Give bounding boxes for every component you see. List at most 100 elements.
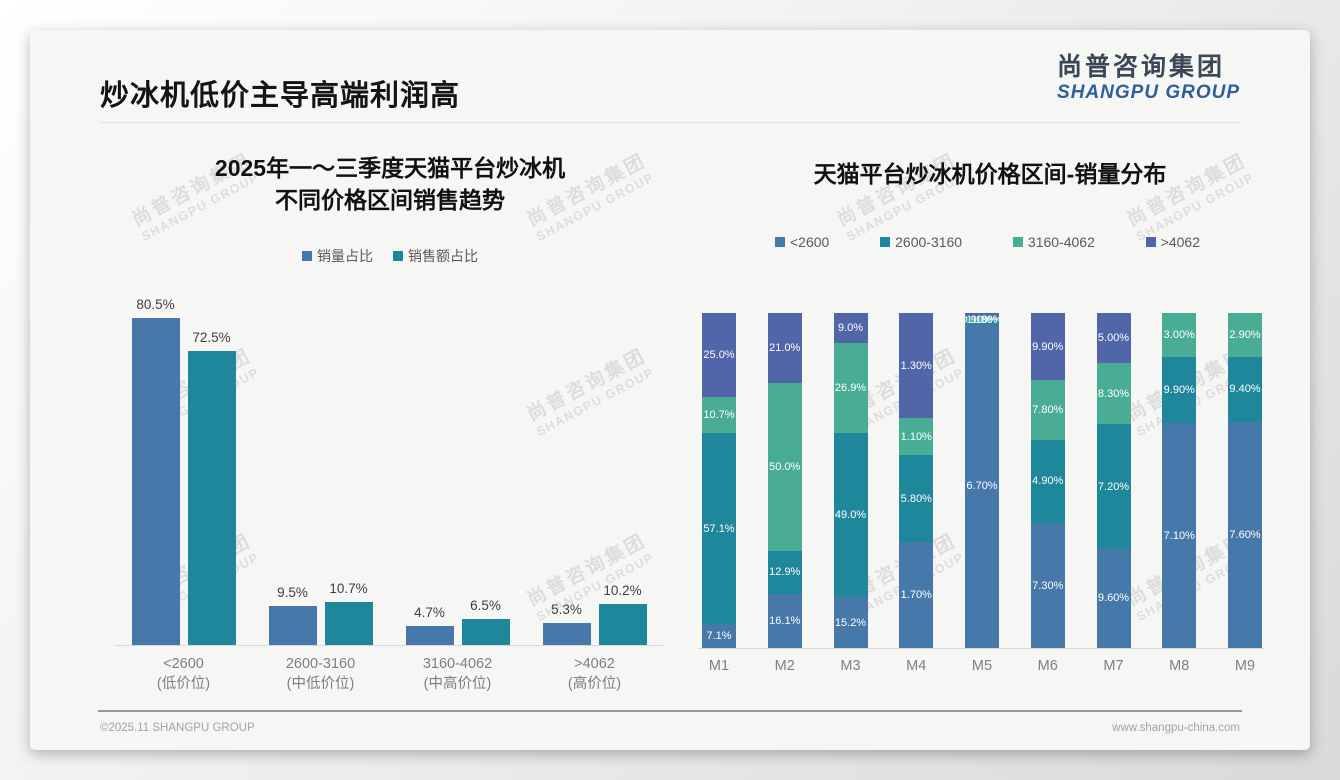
- bar-group: 5.3% 10.2%: [526, 288, 663, 645]
- bar-value-label: 80.5%: [136, 297, 175, 313]
- bar-value-label: 10.2%: [603, 582, 642, 598]
- stacked-segment: 16.1%: [767, 594, 802, 648]
- stacked-bar-column: 7.1% 57.1% 10.7% 25.0%: [702, 313, 736, 648]
- stacked-segment: 4.90%: [1030, 439, 1065, 524]
- stacked-segment: 7.20%: [1096, 424, 1131, 549]
- bar-value-label: 72.5%: [192, 329, 231, 345]
- segment-value-label: 5.80%: [900, 492, 932, 505]
- logo-chinese-text: 尚普咨询集团: [1057, 53, 1226, 81]
- segment-value-label: 10.7%: [703, 409, 735, 422]
- footer-divider: [98, 710, 1242, 712]
- segment-value-label: 7.10%: [1163, 529, 1195, 542]
- page-title: 炒冰机低价主导高端利润高: [100, 80, 461, 112]
- category-label-line2: (中高价位): [423, 676, 492, 693]
- bar-group: 9.5% 10.7%: [252, 288, 389, 645]
- stacked-segment: 21.0%: [767, 313, 802, 384]
- footer-website: www.shangpu-china.com: [1112, 722, 1240, 734]
- month-label: M6: [1037, 658, 1058, 674]
- segment-value-label: 6.70%: [966, 480, 998, 493]
- month-label: M8: [1169, 658, 1190, 674]
- segment-value-label: 25.0%: [703, 349, 735, 362]
- stacked-segment: 57.1%: [702, 432, 736, 625]
- legend-label: 销售额占比: [408, 248, 478, 264]
- bar-value-label: 10.7%: [329, 580, 368, 596]
- bar-segment: 9.5%: [268, 585, 317, 645]
- legend-item: 3160-4062: [1012, 234, 1095, 250]
- right-chart-axis-line: [698, 648, 1264, 649]
- company-logo: 尚普咨询集团 SHANGPU GROUP: [1057, 52, 1240, 104]
- stacked-segment: 7.80%: [1030, 380, 1065, 440]
- bar-value-label: 5.3%: [551, 602, 582, 618]
- category-label: >4062 (高价位): [526, 654, 663, 695]
- footer-copyright: ©2025.11 SHANGPU GROUP: [100, 722, 255, 734]
- title-divider: [100, 122, 1240, 123]
- category-label-line1: <2600: [163, 656, 204, 672]
- stacked-segment: 1.10%: [899, 418, 934, 456]
- segment-value-label: 12.9%: [769, 566, 801, 579]
- grouped-bar-chart: 80.5% 72.5% 9.5% 10.7% 4.7% 6.5% 5.3% 10.2%: [115, 288, 663, 645]
- segment-value-label: 49.0%: [834, 509, 867, 522]
- slide: 尚普咨询集团 SHANGPU GROUP 尚普咨询集团 SHANGPU GROUP 尚普…: [30, 30, 1310, 750]
- segment-value-label: 7.1%: [706, 630, 732, 643]
- bar-segment: 6.5%: [461, 598, 510, 645]
- segment-value-label: 1.10%: [900, 430, 932, 443]
- bar-group: 80.5% 72.5%: [115, 288, 252, 645]
- stacked-bar-column: 7.10% 9.90% 3.00%: [1162, 313, 1197, 648]
- left-chart-title-line1: 2025年一～三季度天猫平台炒冰机: [214, 155, 566, 181]
- stacked-bar-column: 7.60% 9.40% 2.90%: [1228, 313, 1262, 648]
- left-chart-title: 2025年一～三季度天猫平台炒冰机 不同价格区间销售趋势: [140, 152, 640, 216]
- stacked-segment: 7.60%: [1228, 421, 1262, 648]
- segment-value-label: 26.9%: [834, 382, 867, 395]
- month-label: M2: [774, 658, 795, 674]
- left-chart-legend: 销量占比 销售额占比: [115, 246, 665, 266]
- legend-swatch-icon: [1145, 237, 1156, 247]
- stacked-segment: 5.00%: [1096, 313, 1131, 364]
- stacked-segment: 49.0%: [833, 433, 868, 598]
- segment-value-label: 9.90%: [1032, 340, 1064, 353]
- stacked-segment: [965, 321, 999, 325]
- legend-swatch-icon: [880, 237, 891, 247]
- logo-english-text: SHANGPU GROUP: [1057, 82, 1240, 104]
- legend-label: 3160-4062: [1027, 234, 1095, 250]
- segment-value-label: 8.30%: [1097, 387, 1130, 400]
- stacked-segment: 50.0%: [767, 383, 802, 551]
- bar-segment: 10.2%: [598, 583, 647, 645]
- bar-segment: 80.5%: [131, 297, 180, 645]
- month-label: M7: [1103, 658, 1124, 674]
- stacked-segment: [965, 313, 999, 318]
- stacked-bar-column: 15.2% 49.0% 26.9% 9.0%: [833, 313, 868, 648]
- month-label: M4: [906, 658, 927, 674]
- legend-item: 2600-3160: [880, 234, 962, 250]
- stacked-segment: 5.80%: [899, 455, 934, 542]
- bar-value-label: 9.5%: [277, 585, 308, 601]
- stacked-segment: 9.60%: [1096, 548, 1131, 648]
- left-chart-title-line2: 不同价格区间销售趋势: [275, 187, 505, 214]
- segment-value-label: 1.70%: [900, 588, 932, 601]
- segment-value-label: 1.30%: [900, 359, 932, 372]
- stacked-segment: 7.10%: [1162, 423, 1197, 648]
- segment-value-label: 7.80%: [1032, 403, 1064, 416]
- segment-value-label: 50.0%: [769, 461, 801, 474]
- category-label: <2600 (低价位): [115, 654, 252, 695]
- right-chart-legend: <2600 2600-3160 3160-4062 >4062: [775, 234, 1200, 250]
- bar-segment: 5.3%: [542, 602, 591, 645]
- segment-value-label: 2.90%: [1229, 328, 1261, 341]
- stacked-segment: 15.2%: [833, 597, 868, 648]
- segment-value-label: 15.2%: [834, 616, 867, 629]
- segment-value-label: 9.90%: [1163, 383, 1195, 396]
- left-chart-category-axis: <2600 (低价位) 2600-3160 (中低价位) 3160-4062 (中高价位)…: [115, 654, 663, 695]
- category-label-line2: (中低价位): [286, 676, 355, 693]
- month-label: M5: [971, 658, 993, 674]
- stacked-segment: 9.90%: [1030, 313, 1065, 381]
- month-label: M1: [708, 658, 730, 674]
- category-label: 2600-3160 (中低价位): [252, 654, 389, 695]
- segment-value-label: 16.1%: [769, 615, 801, 628]
- segment-value-label: 21.0%: [769, 342, 801, 355]
- overlapping-value-label: 1.10%: [966, 314, 998, 326]
- stacked-segment: 1.30%: [899, 313, 934, 419]
- legend-label: <2600: [790, 234, 830, 250]
- bar-value-label: 6.5%: [470, 597, 501, 613]
- category-label-line2: (低价位): [156, 676, 211, 693]
- right-chart-title: 天猫平台炒冰机价格区间-销量分布: [813, 161, 1167, 187]
- stacked-segment: 8.30%: [1096, 363, 1131, 425]
